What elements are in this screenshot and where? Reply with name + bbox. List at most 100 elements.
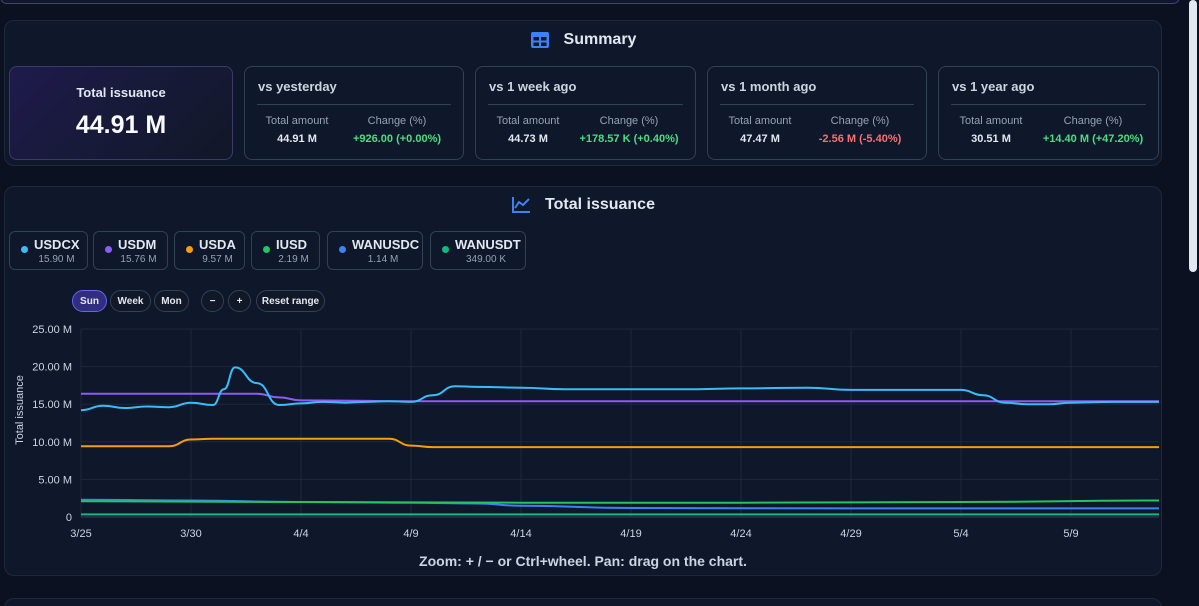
reset-range-button[interactable]: Reset range (256, 290, 325, 312)
zoom-out-button[interactable]: − (201, 290, 224, 312)
total-issuance-panel: Total issuance USDCX 15.90 M USDM 15.76 … (4, 186, 1162, 576)
y-tick-label: 25.00 M (32, 324, 72, 336)
comparison-card-month: vs 1 month ago Total amount 47.47 M Chan… (707, 66, 927, 160)
legend-name: WANUSDT (455, 237, 521, 252)
y-tick-label: 10.00 M (32, 437, 72, 449)
legend-dot (105, 246, 112, 253)
week-button[interactable]: Week (110, 290, 151, 312)
comparison-card-yesterday: vs yesterday Total amount 44.91 M Change… (244, 66, 464, 160)
series-line-iusd (80, 499, 1160, 504)
amount-value: 30.51 M (971, 133, 1011, 145)
legend-amount: 2.19 M (278, 254, 309, 265)
comparison-card-week: vs 1 week ago Total amount 44.73 M Chang… (475, 66, 696, 160)
legend-item-usdcx[interactable]: USDCX 15.90 M (9, 231, 88, 270)
change-value: +926.00 (+0.00%) (352, 133, 442, 145)
line-chart-icon (512, 197, 531, 213)
scrollbar-thumb[interactable] (1189, 0, 1197, 272)
legend-amount: 15.76 M (120, 254, 157, 265)
y-axis-label: Total issuance (14, 375, 26, 445)
sun-button[interactable]: Sun (72, 290, 107, 312)
legend-item-iusd[interactable]: IUSD 2.19 M (251, 231, 320, 270)
legend-dot (21, 246, 28, 253)
summary-panel: Summary Total issuance 44.91 M vs yester… (4, 20, 1162, 166)
comparison-card-year: vs 1 year ago Total amount 30.51 M Chang… (938, 66, 1159, 160)
x-tick-label: 4/14 (510, 528, 531, 540)
summary-header: Summary (5, 31, 1161, 49)
zoom-in-button[interactable]: + (228, 290, 251, 312)
chart-header: Total issuance (5, 196, 1161, 214)
legend-name: USDM (118, 237, 157, 252)
total-issuance-label: Total issuance (76, 85, 166, 100)
zoom-pan-hint: Zoom: + / − or Ctrl+wheel. Pan: drag on … (419, 553, 747, 569)
legend-amount: 349.00 K (465, 254, 507, 265)
divider (720, 104, 914, 105)
legend-dot (339, 246, 346, 253)
table-icon (530, 32, 549, 48)
x-tick-label: 5/4 (953, 528, 968, 540)
comparison-title: vs 1 week ago (489, 79, 577, 94)
grid (80, 328, 1159, 518)
y-tick-label: 15.00 M (32, 399, 72, 411)
y-tick-label: 0 (66, 512, 72, 524)
change-value: +14.40 M (+47.20%) (1042, 133, 1144, 145)
amount-value: 47.47 M (740, 133, 780, 145)
total-issuance-card: Total issuance 44.91 M (9, 66, 233, 160)
change-label: Change (%) (830, 115, 890, 127)
series-lines (80, 366, 1160, 516)
legend-item-wanusdc[interactable]: WANUSDC 1.14 M (327, 231, 423, 270)
x-tick-label: 4/24 (730, 528, 751, 540)
amount-value: 44.73 M (508, 133, 548, 145)
series-line-usdm (81, 392, 1159, 403)
x-tick-label: 4/29 (840, 528, 861, 540)
change-label: Change (%) (1063, 115, 1123, 127)
summary-title: Summary (563, 31, 637, 48)
legend-name: WANUSDC (352, 237, 420, 252)
legend-item-wanusdt[interactable]: WANUSDT 349.00 K (430, 231, 526, 270)
amount-label: Total amount (728, 115, 792, 127)
mon-button[interactable]: Mon (154, 290, 189, 312)
change-value: -2.56 M (-5.40%) (818, 133, 902, 145)
change-label: Change (%) (599, 115, 659, 127)
x-tick-label: 5/9 (1063, 528, 1078, 540)
y-axis: 25.00 M 20.00 M 15.00 M 10.00 M 5.00 M 0 (32, 324, 72, 524)
series-line-usda (81, 437, 1159, 449)
legend-amount: 1.14 M (367, 254, 399, 265)
y-tick-label: 20.00 M (32, 362, 72, 374)
comparison-title: vs 1 year ago (952, 79, 1035, 94)
divider (488, 104, 683, 105)
legend-amount: 9.57 M (202, 254, 233, 265)
x-tick-label: 4/4 (293, 528, 308, 540)
comparison-title: vs yesterday (258, 79, 337, 94)
x-axis: 3/25 3/30 4/4 4/9 4/14 4/19 4/24 4/29 5/4 5/9 (70, 516, 1159, 540)
legend-dot (442, 246, 449, 253)
change-label: Change (%) (367, 115, 427, 127)
divider (951, 104, 1146, 105)
total-issuance-value: 44.91 M (75, 111, 167, 139)
legend-item-usdm[interactable]: USDM 15.76 M (93, 231, 168, 270)
next-panel-edge (4, 598, 1162, 606)
legend-name: IUSD (276, 237, 308, 252)
x-tick-label: 4/9 (403, 528, 418, 540)
legend-item-usda[interactable]: USDA 9.57 M (174, 231, 245, 270)
legend-dot (263, 246, 270, 253)
top-panel-edge (0, 0, 1180, 4)
amount-label: Total amount (959, 115, 1023, 127)
chart-panel-title: Total issuance (545, 196, 655, 213)
comparison-title: vs 1 month ago (721, 79, 817, 94)
series-line-usdcx (80, 366, 1159, 412)
issuance-line-chart[interactable]: 25.00 M 20.00 M 15.00 M 10.00 M 5.00 M 0 3/25… (5, 312, 1163, 547)
divider (257, 104, 451, 105)
x-tick-label: 3/30 (180, 528, 201, 540)
y-tick-label: 5.00 M (38, 474, 72, 486)
legend-amount: 15.90 M (38, 254, 75, 265)
x-tick-label: 4/19 (620, 528, 641, 540)
legend-name: USDCX (34, 237, 80, 252)
change-value: +178.57 K (+0.40%) (579, 133, 679, 145)
x-tick-label: 3/25 (70, 528, 91, 540)
legend-dot (186, 246, 193, 253)
scrollbar[interactable] (1187, 0, 1199, 606)
amount-value: 44.91 M (277, 133, 317, 145)
amount-label: Total amount (265, 115, 329, 127)
amount-label: Total amount (496, 115, 560, 127)
legend-name: USDA (199, 237, 236, 252)
